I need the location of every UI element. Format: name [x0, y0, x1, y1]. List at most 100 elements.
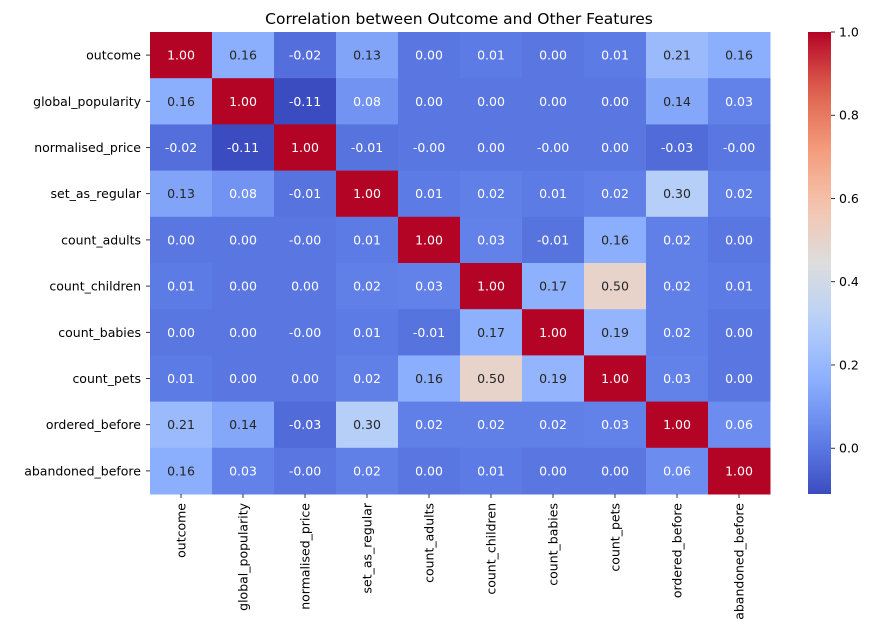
heatmap-cell: [212, 124, 275, 172]
cell-value-label: 0.01: [477, 463, 505, 478]
heatmap-cell: [212, 309, 275, 356]
x-tick-label: count_pets: [608, 503, 623, 572]
cell-value-label: 0.00: [167, 232, 195, 247]
cell-value-label: -0.02: [289, 48, 321, 63]
cell-value-label: 0.16: [167, 94, 195, 109]
colorbar-tick-label: 1.0: [839, 25, 859, 40]
cell-value-label: 0.02: [725, 186, 753, 201]
heatmap-cell: [522, 309, 585, 356]
cell-value-label: 0.02: [663, 279, 691, 294]
cell-value-label: 1.00: [539, 325, 567, 340]
cell-value-label: -0.00: [413, 140, 445, 155]
cell-value-label: 0.00: [229, 371, 257, 386]
heatmap-cell: [150, 124, 213, 172]
cell-value-label: 0.02: [663, 232, 691, 247]
cell-value-label: 1.00: [725, 463, 753, 478]
cell-value-label: 0.00: [601, 140, 629, 155]
heatmap-cell: [522, 355, 585, 403]
cell-value-label: 1.00: [353, 186, 381, 201]
y-tick-label: count_adults: [61, 232, 141, 247]
cell-value-label: 0.01: [353, 232, 381, 247]
heatmap-cell: [212, 447, 275, 495]
cell-value-label: 0.00: [539, 48, 567, 63]
cell-value-label: 0.00: [167, 325, 195, 340]
heatmap-cell: [398, 216, 461, 264]
heatmap-cell: [336, 170, 399, 218]
heatmap-cell: [212, 170, 275, 218]
cell-value-label: -0.01: [537, 232, 569, 247]
x-tick-label: set_as_regular: [360, 502, 375, 593]
cell-value-label: 0.21: [663, 48, 691, 63]
cell-value-label: 0.00: [539, 463, 567, 478]
heatmap-cell: [460, 32, 523, 79]
heatmap-cell: [274, 124, 337, 172]
x-tick-label: count_babies: [546, 503, 561, 586]
cell-value-label: -0.00: [289, 463, 321, 478]
cell-value-label: 0.02: [477, 417, 505, 432]
cell-value-label: 0.00: [415, 48, 443, 63]
cell-value-label: -0.11: [227, 140, 259, 155]
heatmap-cell: [274, 78, 337, 125]
heatmap-cell: [584, 124, 647, 172]
heatmap-cell: [212, 78, 275, 125]
heatmap-cell: [460, 355, 523, 403]
cell-value-label: -0.01: [289, 186, 321, 201]
heatmap-cell: [584, 447, 647, 495]
cell-value-label: 1.00: [477, 279, 505, 294]
heatmap-cell: [150, 263, 213, 310]
heatmap-cell: [460, 447, 523, 495]
chart-title: Correlation between Outcome and Other Fe…: [265, 10, 653, 28]
heatmap-cell: [708, 401, 771, 449]
cell-value-label: 0.00: [725, 325, 753, 340]
cell-value-label: 0.02: [415, 417, 443, 432]
heatmap-cell: [646, 401, 709, 449]
colorbar-tick-label: 0.0: [839, 441, 859, 456]
cell-value-label: 0.50: [477, 371, 505, 386]
cell-value-label: 0.00: [539, 94, 567, 109]
cell-value-label: 0.08: [229, 186, 257, 201]
cell-value-label: 0.16: [415, 371, 443, 386]
cell-value-label: 1.00: [601, 371, 629, 386]
heatmap-cell: [336, 32, 399, 79]
heatmap-cell: [584, 263, 647, 310]
y-tick-label: normalised_price: [34, 140, 141, 155]
heatmap-cell: [584, 32, 647, 79]
x-axis: outcome global_popularity normalised_price…: [174, 494, 747, 620]
heatmap-cell: [708, 216, 771, 264]
cell-value-label: 0.16: [229, 48, 257, 63]
cell-value-label: 1.00: [229, 94, 257, 109]
cell-value-label: 0.03: [229, 463, 257, 478]
heatmap-cell: [708, 263, 771, 310]
y-tick-label: count_babies: [58, 325, 141, 340]
heatmap-cell: [212, 401, 275, 449]
heatmap-cell: [646, 124, 709, 172]
cell-value-label: 0.00: [415, 463, 443, 478]
cell-value-label: 0.02: [353, 463, 381, 478]
cell-value-label: 0.02: [539, 417, 567, 432]
heatmap-cell: [336, 78, 399, 125]
heatmap-cell: [522, 170, 585, 218]
heatmap-cell: [150, 309, 213, 356]
cell-value-label: 0.01: [477, 48, 505, 63]
heatmap-cell: [522, 263, 585, 310]
cell-value-label: 0.06: [725, 417, 753, 432]
heatmap-cell: [336, 309, 399, 356]
colorbar-tick-label: 0.4: [839, 274, 859, 289]
cell-value-label: 0.17: [539, 279, 567, 294]
cell-value-label: 0.19: [539, 371, 567, 386]
heatmap-cell: [708, 124, 771, 172]
heatmap-cell: [150, 170, 213, 218]
x-tick-label: normalised_price: [298, 503, 313, 610]
cell-value-label: -0.03: [661, 140, 693, 155]
heatmap-cell: [460, 124, 523, 172]
x-tick-label: ordered_before: [670, 503, 685, 598]
cell-value-label: 0.00: [725, 371, 753, 386]
cell-value-label: 0.00: [291, 371, 319, 386]
heatmap-cell: [584, 170, 647, 218]
heatmap-cell: [522, 216, 585, 264]
cell-value-label: 0.03: [663, 371, 691, 386]
heatmap-cell: [646, 216, 709, 264]
x-tick-label: count_adults: [422, 503, 437, 583]
cell-value-label: 0.03: [415, 279, 443, 294]
